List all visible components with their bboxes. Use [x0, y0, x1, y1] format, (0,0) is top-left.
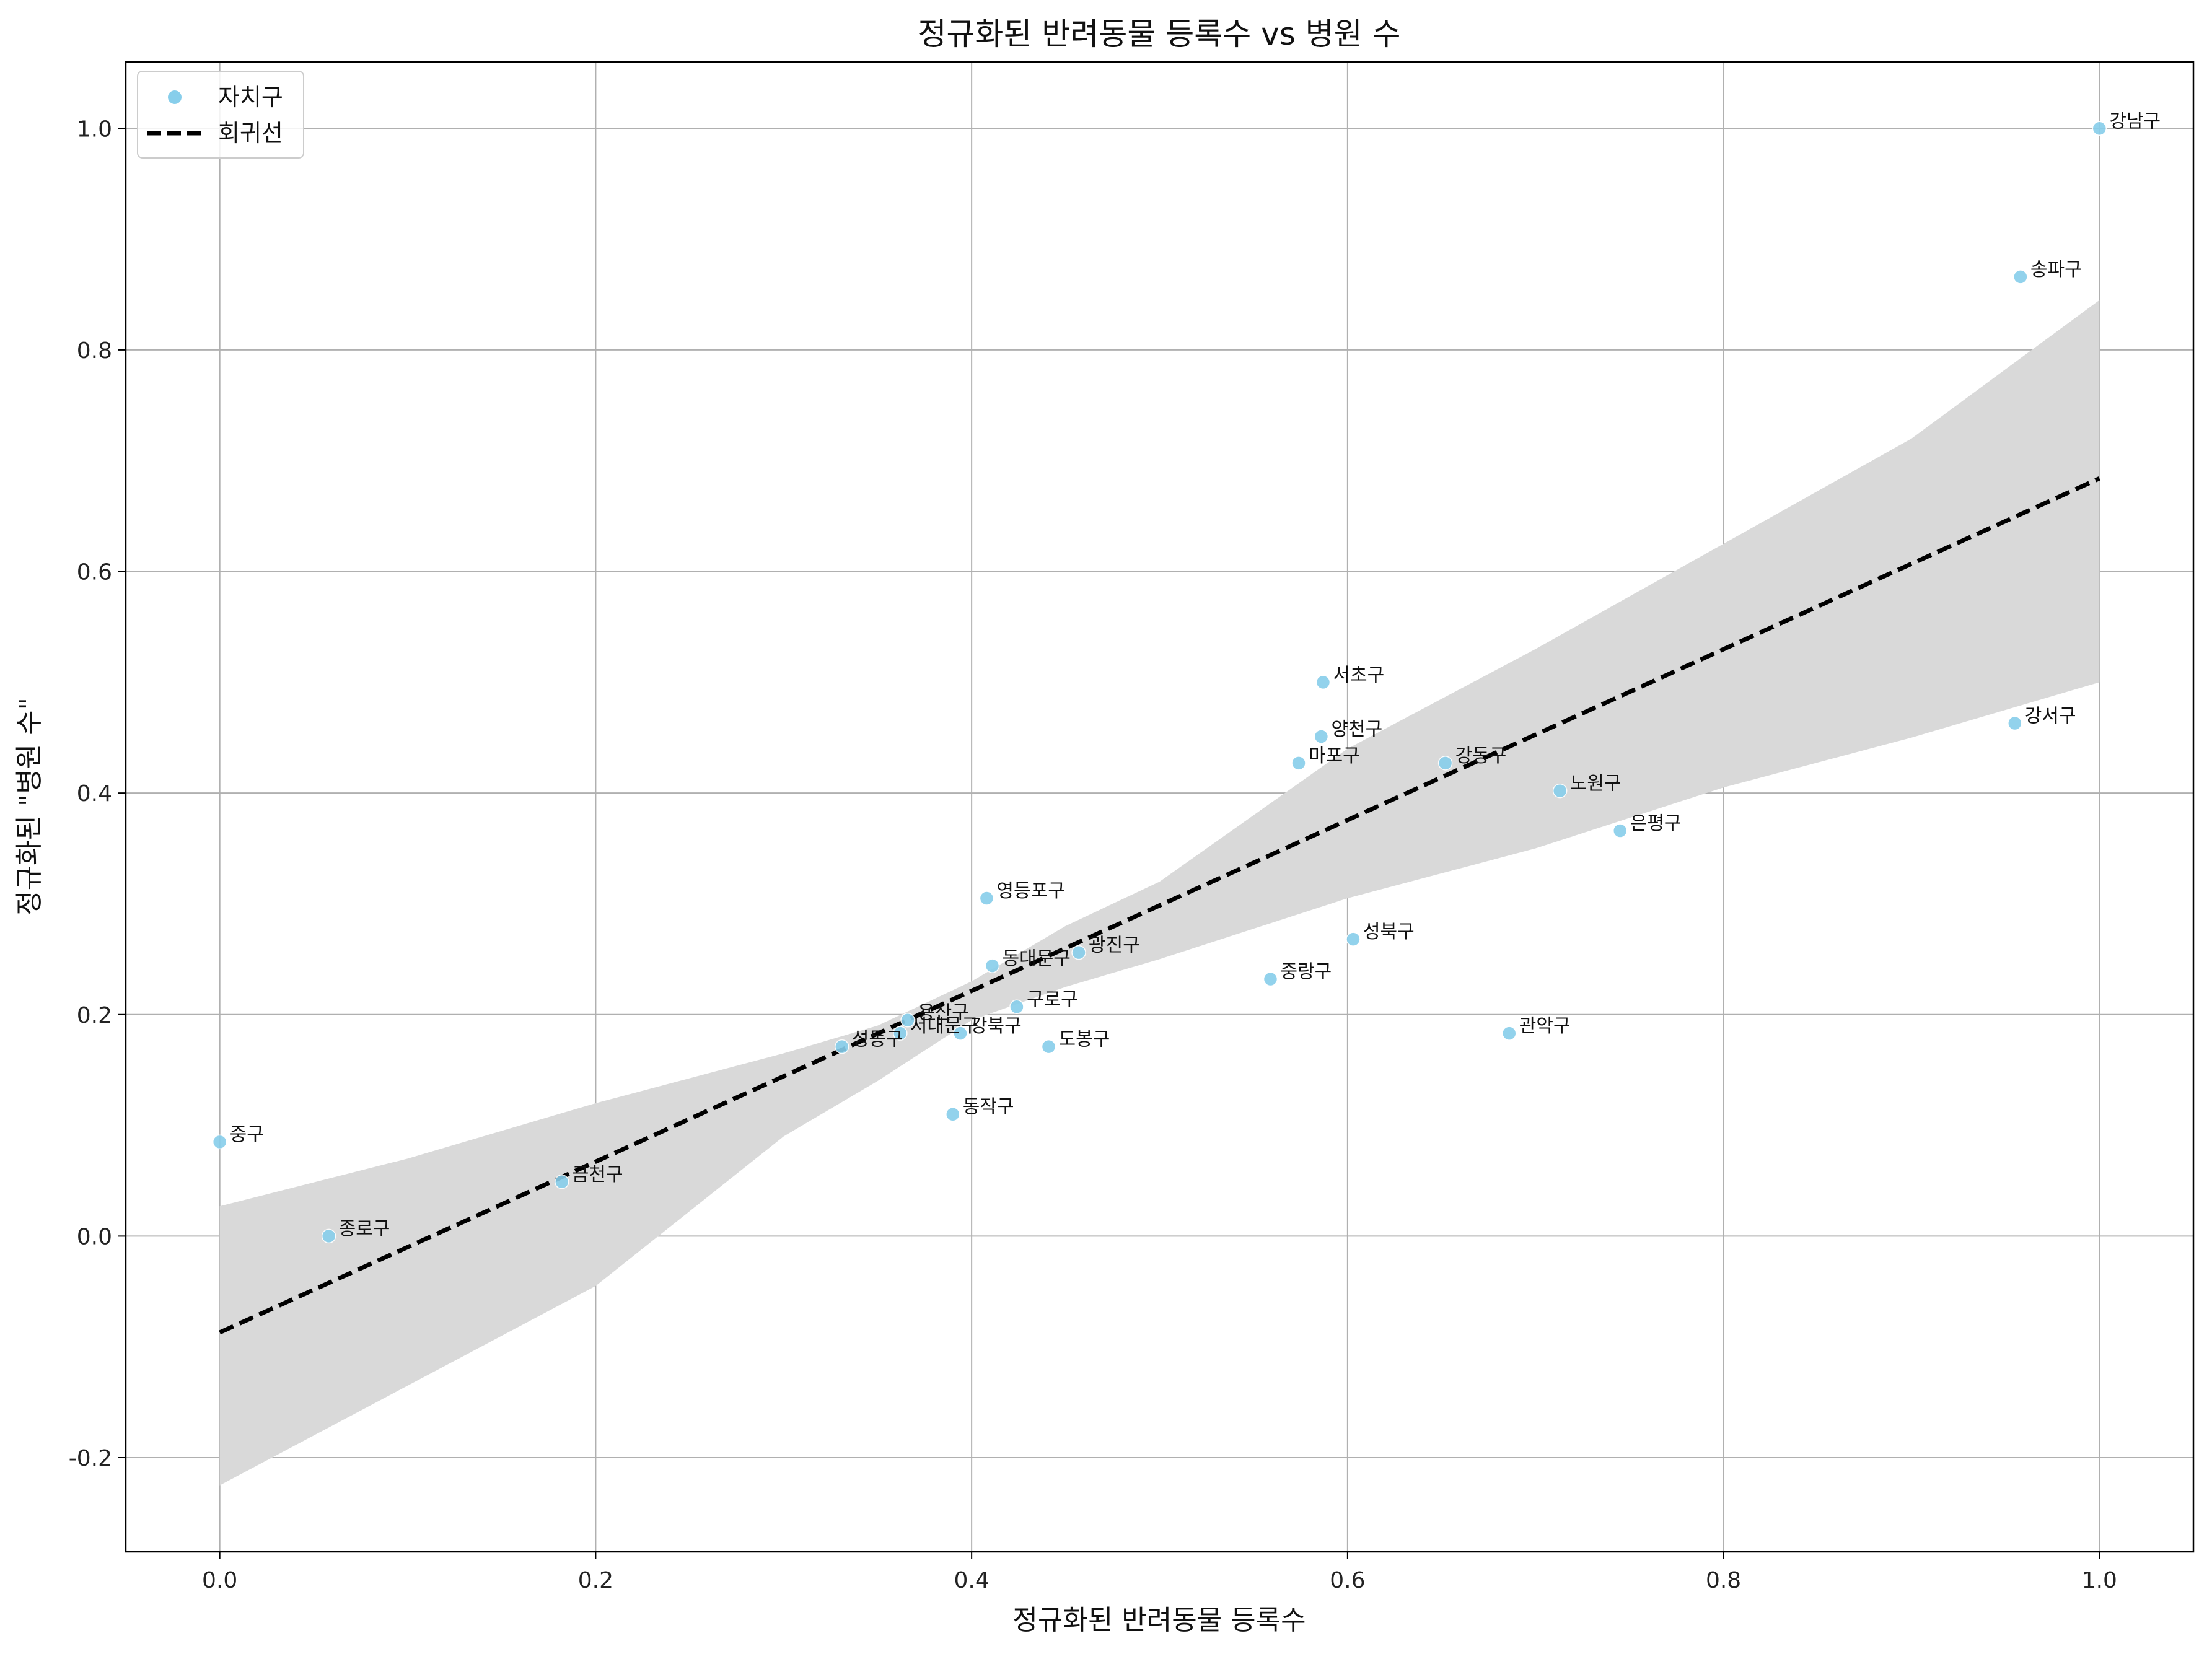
data-point	[1612, 823, 1628, 838]
x-tick-label: 0.6	[1330, 1568, 1365, 1593]
x-tick-label: 0.2	[578, 1568, 613, 1593]
point-label: 영등포구	[996, 880, 1064, 902]
point-label: 서대문구	[910, 1015, 978, 1037]
data-point	[2092, 121, 2107, 136]
point-label: 은평구	[1630, 813, 1682, 834]
point-label: 노원구	[1570, 773, 1622, 795]
point-label: 구로구	[1027, 989, 1078, 1010]
data-point	[1291, 756, 1306, 771]
y-tick-label: -0.2	[69, 1446, 112, 1471]
data-point	[979, 891, 994, 906]
x-axis-label: 정규화된 반려동물 등록수	[1012, 1604, 1306, 1636]
y-tick-label: 1.0	[77, 116, 112, 142]
data-point	[1437, 756, 1453, 771]
point-label: 서초구	[1333, 664, 1384, 686]
data-point	[1346, 932, 1361, 947]
y-tick-label: 0.6	[77, 560, 112, 585]
point-label: 성북구	[1363, 921, 1415, 943]
point-label: 강남구	[2109, 110, 2161, 132]
point-label: 강동구	[1455, 745, 1507, 767]
x-tick-label: 0.0	[202, 1568, 237, 1593]
y-tick-label: 0.0	[77, 1224, 112, 1249]
point-label: 관악구	[1519, 1015, 1571, 1037]
data-point	[946, 1106, 960, 1122]
data-point	[2013, 269, 2028, 284]
data-point	[1009, 999, 1024, 1015]
data-point	[900, 1012, 915, 1028]
y-axis-label: 정규화된 "병원 수"	[14, 698, 45, 916]
data-point	[985, 958, 1000, 973]
point-label: 금천구	[572, 1164, 623, 1186]
point-label: 강서구	[2025, 705, 2076, 727]
y-tick-label: 0.2	[77, 1003, 112, 1028]
data-point	[1071, 945, 1086, 960]
data-point	[1502, 1026, 1517, 1041]
legend-label-regression: 회귀선	[218, 120, 283, 147]
data-point	[1041, 1039, 1056, 1054]
data-point	[1552, 783, 1568, 799]
x-tick-label: 0.4	[954, 1568, 990, 1593]
legend-label-points: 자치구	[218, 84, 283, 111]
data-point	[953, 1026, 968, 1041]
data-point	[835, 1039, 849, 1054]
data-point	[212, 1134, 227, 1150]
scatter-points	[212, 121, 2107, 1244]
y-tick-label: 0.4	[77, 781, 112, 807]
x-tick-label: 0.8	[1706, 1568, 1741, 1593]
point-label: 도봉구	[1059, 1029, 1110, 1051]
point-label: 동대문구	[1003, 948, 1071, 969]
chart-title: 정규화된 반려동물 등록수 vs 병원 수	[918, 16, 1400, 52]
plot-area-frame	[125, 61, 2195, 1553]
point-label: 마포구	[1309, 745, 1360, 767]
confidence-band-layer	[219, 300, 2100, 1486]
data-point	[893, 1026, 908, 1041]
legend: 자치구 회귀선	[137, 71, 304, 159]
regression-line-layer	[219, 476, 2100, 1335]
y-axis-ticks: -0.2 0.0 0.2 0.4 0.6 0.8 1.0	[69, 116, 126, 1471]
point-label: 양천구	[1331, 719, 1382, 740]
point-label: 강북구	[970, 1015, 1022, 1037]
legend-marker-points	[168, 90, 182, 104]
x-axis-ticks: 0.0 0.2 0.4 0.6 0.8 1.0	[202, 1552, 2117, 1593]
point-label: 중랑구	[1280, 961, 1332, 983]
data-point	[321, 1228, 336, 1244]
point-label: 중구	[230, 1124, 264, 1145]
point-label: 광진구	[1089, 935, 1140, 956]
data-point	[2008, 715, 2022, 731]
data-point	[555, 1175, 569, 1189]
x-tick-label: 1.0	[2082, 1568, 2117, 1593]
y-tick-label: 0.8	[77, 338, 112, 364]
data-point	[1263, 971, 1278, 987]
point-label: 종로구	[339, 1218, 390, 1240]
point-label: 성동구	[852, 1029, 903, 1051]
point-label: 동작구	[963, 1096, 1014, 1118]
point-label: 송파구	[2030, 259, 2082, 281]
point-label: 용산구	[918, 1002, 969, 1024]
regression-line	[219, 476, 2100, 1335]
confidence-band	[219, 300, 2100, 1486]
data-point	[1314, 729, 1329, 744]
data-point	[1315, 675, 1331, 690]
